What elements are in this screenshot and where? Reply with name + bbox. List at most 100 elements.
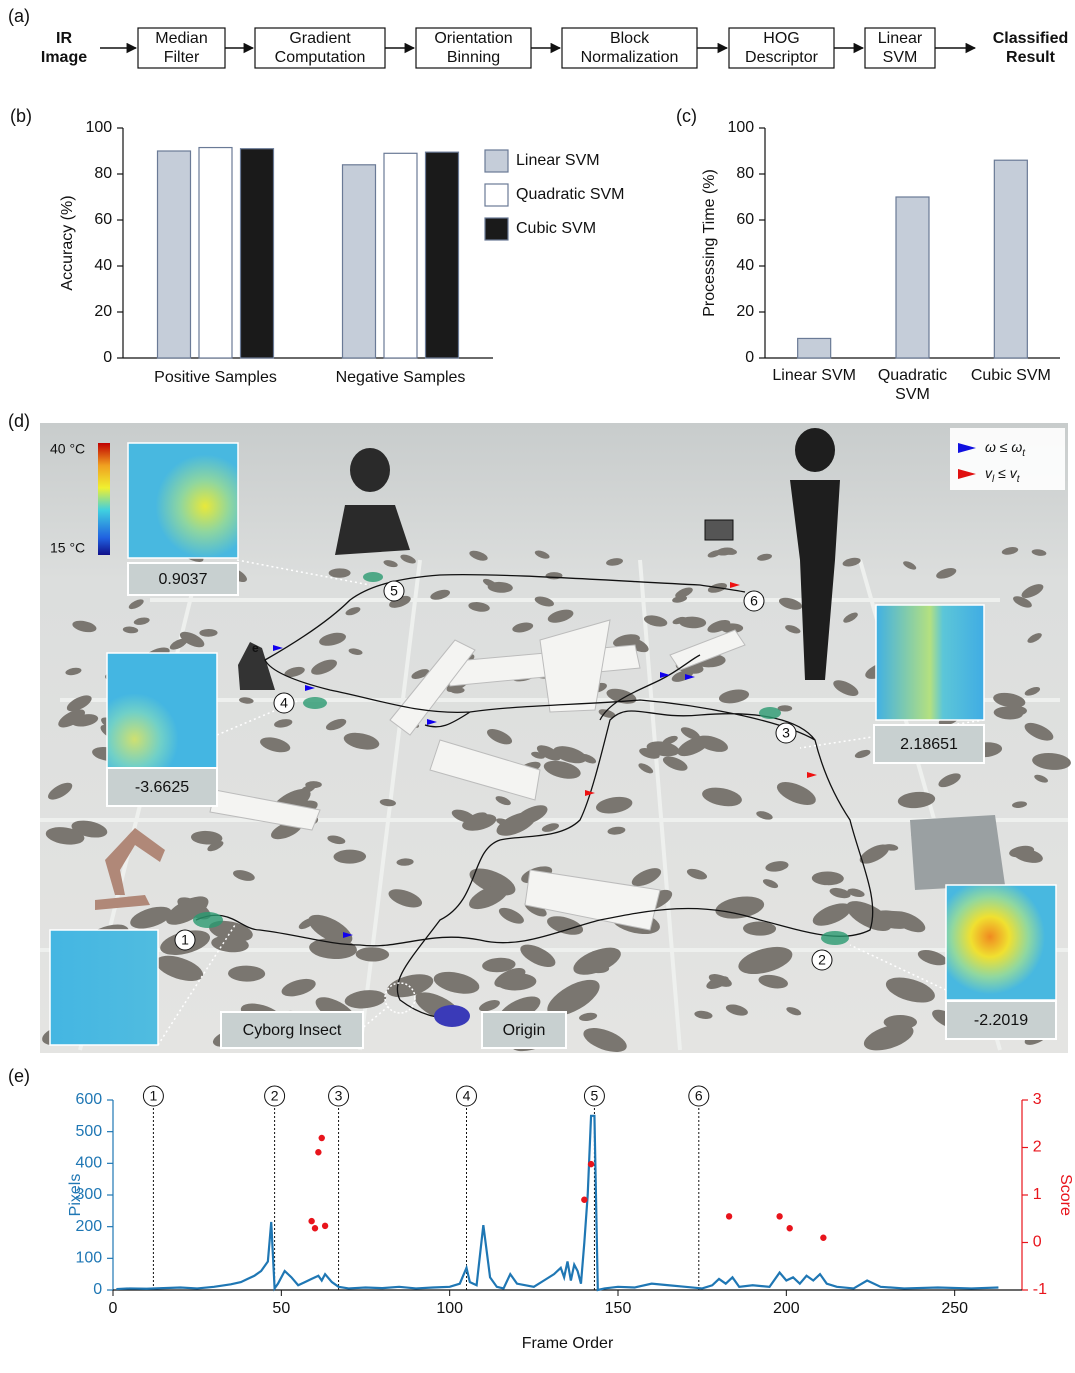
device-label: e — [252, 641, 259, 655]
y-tick-label: 400 — [75, 1155, 102, 1172]
bar — [994, 160, 1027, 358]
origin-label: Origin — [503, 1022, 546, 1039]
y-tick-label: 200 — [75, 1218, 102, 1235]
input-label: IR Image — [34, 26, 94, 70]
insect-label: Cyborg Insect — [243, 1022, 342, 1039]
y-tick-label: 3 — [1033, 1091, 1042, 1108]
figure-canvas: (a)(b)020406080100Accuracy (%)Positive S… — [0, 0, 1075, 1373]
legend-swatch — [485, 150, 508, 172]
marker-label: 1 — [150, 1088, 158, 1104]
y-tick-label: 20 — [736, 303, 754, 320]
marker-label: 6 — [695, 1088, 703, 1104]
step-label: HOG Descriptor — [729, 28, 834, 68]
thermal-inset — [128, 443, 238, 558]
target-zone — [821, 931, 849, 945]
thermal-inset — [876, 605, 984, 720]
legend-swatch — [485, 218, 508, 240]
x-tick-label: 250 — [941, 1300, 968, 1317]
step-label: Orientation Binning — [416, 28, 531, 68]
panel-label: (b) — [10, 106, 32, 126]
y-axis-label: Processing Time (%) — [701, 169, 718, 317]
checker-flag — [705, 520, 733, 540]
legend-text-part: ≤ v — [994, 465, 1017, 481]
score-point — [322, 1223, 328, 1229]
panel-label: (e) — [8, 1066, 30, 1086]
y-tick-label: 0 — [103, 349, 112, 366]
x-axis-label: Frame Order — [522, 1335, 614, 1352]
bar — [384, 153, 417, 358]
legend-label: Quadratic SVM — [516, 186, 624, 203]
legend-swatch — [485, 184, 508, 206]
step-label: Block Normalization — [562, 28, 697, 68]
y-tick-label: 500 — [75, 1123, 102, 1140]
thermal-inset — [50, 930, 158, 1045]
bar — [158, 151, 191, 358]
thermal-inset — [107, 653, 217, 768]
y-tick-label: 2 — [1033, 1139, 1042, 1156]
x-tick-label: Quadratic SVM — [863, 366, 963, 410]
rock — [884, 1015, 917, 1029]
figure: (a)(b)020406080100Accuracy (%)Positive S… — [0, 0, 1075, 1373]
y-axis-label: Pixels — [67, 1174, 84, 1217]
score-point — [581, 1197, 587, 1203]
y-tick-label: 600 — [75, 1091, 102, 1108]
y-tick-label: 0 — [93, 1281, 102, 1298]
step-label: Gradient Computation — [255, 28, 385, 68]
x-tick-label: 0 — [109, 1300, 118, 1317]
y-tick-label: 80 — [736, 165, 754, 182]
score-point — [787, 1225, 793, 1231]
y-tick-label: 100 — [75, 1250, 102, 1267]
target-zone — [759, 707, 781, 719]
photo: 0.9037 -3.6625 2.18651 -2.2019 Cyborg Insect… — [40, 423, 1072, 1058]
waypoint-label: 1 — [181, 932, 189, 948]
score-label: -3.6625 — [135, 779, 189, 796]
score-label: 0.9037 — [159, 571, 208, 588]
bar — [241, 149, 274, 358]
x-tick-label: Negative Samples — [336, 369, 466, 386]
y-tick-label: 100 — [85, 119, 112, 136]
score-point — [312, 1225, 318, 1231]
y-tick-label: 60 — [94, 211, 112, 228]
x-tick-label: Cubic SVM — [961, 366, 1061, 410]
bar — [199, 148, 232, 358]
thermal-inset — [946, 885, 1056, 1000]
y-tick-label: 40 — [94, 257, 112, 274]
score-point — [308, 1218, 314, 1224]
waypoint-label: 2 — [818, 952, 826, 968]
colorbar-max: 40 °C — [50, 441, 85, 457]
panel-label: (d) — [8, 411, 30, 431]
y-tick-label: 100 — [727, 119, 754, 136]
y-tick-label: 1 — [1033, 1186, 1042, 1203]
pixels-line — [116, 1116, 998, 1290]
y-tick-label: 0 — [1033, 1234, 1042, 1251]
panel-label: (c) — [676, 106, 697, 126]
legend-label: Cubic SVM — [516, 220, 596, 237]
y-tick-label: -1 — [1033, 1281, 1047, 1298]
marker-label: 5 — [591, 1088, 599, 1104]
score-point — [315, 1149, 321, 1155]
x-tick-label: 200 — [773, 1300, 800, 1317]
panel-label: (a) — [8, 6, 30, 26]
score-label: 2.18651 — [900, 736, 958, 753]
score-point — [820, 1235, 826, 1241]
bar — [798, 338, 831, 358]
origin-zone — [434, 1005, 470, 1027]
output-label: Classified Result — [978, 26, 1075, 70]
marker-label: 2 — [271, 1088, 279, 1104]
x-tick-label: 50 — [272, 1300, 290, 1317]
bar — [426, 152, 459, 358]
legend-label: Linear SVM — [516, 152, 600, 169]
waypoint-label: 6 — [750, 593, 758, 609]
score-point — [776, 1213, 782, 1219]
y-tick-label: 20 — [94, 303, 112, 320]
x-tick-label: 150 — [605, 1300, 632, 1317]
y-axis-label: Accuracy (%) — [59, 195, 76, 290]
y2-axis-label: Score — [1057, 1174, 1074, 1216]
score-label: -2.2019 — [974, 1012, 1028, 1029]
x-tick-label: Positive Samples — [154, 369, 277, 386]
target-zone — [363, 572, 383, 582]
box-device — [910, 815, 1005, 890]
step-label: Median Filter — [138, 28, 225, 68]
waypoint-label: 4 — [280, 695, 288, 711]
x-tick-label: 100 — [436, 1300, 463, 1317]
